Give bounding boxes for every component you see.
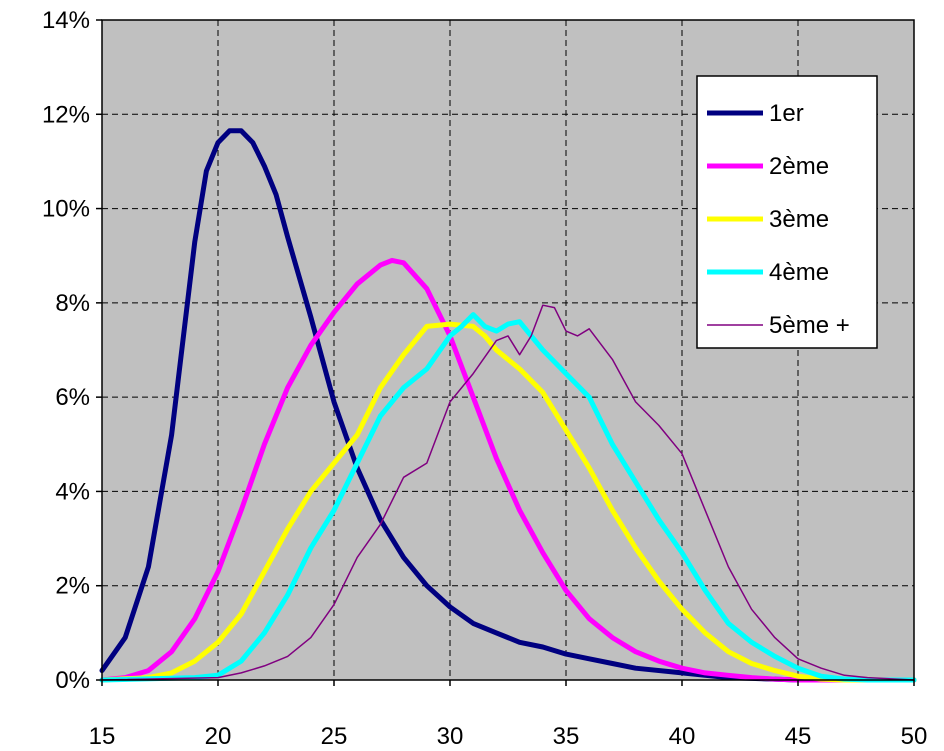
x-tick-label: 50	[901, 723, 928, 750]
y-tick-label: 4%	[55, 478, 90, 505]
y-tick-label: 2%	[55, 573, 90, 600]
y-tick-label: 12%	[42, 101, 90, 128]
x-tick-label: 15	[89, 723, 116, 750]
y-tick-label: 10%	[42, 196, 90, 223]
x-tick-label: 40	[669, 723, 696, 750]
legend-label: 3ème	[769, 206, 829, 233]
y-axis-tick-labels: 0% 2% 4% 6% 8% 10% 12% 14%	[42, 7, 102, 694]
x-tick-label: 30	[437, 723, 464, 750]
series-line-4	[99, 312, 917, 683]
legend-label: 2ème	[769, 153, 829, 180]
y-tick-label: 14%	[42, 7, 90, 34]
series-line-3	[99, 321, 917, 683]
legend-box	[696, 75, 878, 349]
series-line-1	[99, 128, 917, 683]
legend: 1er 2ème 3ème 4ème 5ème +	[696, 75, 878, 349]
y-tick-label: 6%	[55, 384, 90, 411]
x-tick-label: 20	[205, 723, 232, 750]
y-tick-label: 0%	[55, 667, 90, 694]
y-tick-label: 8%	[55, 290, 90, 317]
x-tick-label: 35	[553, 723, 580, 750]
series-lines	[99, 128, 917, 683]
legend-label: 4ème	[769, 259, 829, 286]
x-axis-tick-labels: 15 20 25 30 35 40 45 50	[89, 680, 928, 750]
x-tick-label: 25	[321, 723, 348, 750]
plot-border	[101, 19, 915, 681]
legend-label: 1er	[769, 100, 804, 127]
x-tick-label: 45	[785, 723, 812, 750]
legend-label: 5ème +	[769, 312, 850, 339]
grid-lines	[102, 20, 914, 680]
series-line-5	[101, 304, 915, 681]
